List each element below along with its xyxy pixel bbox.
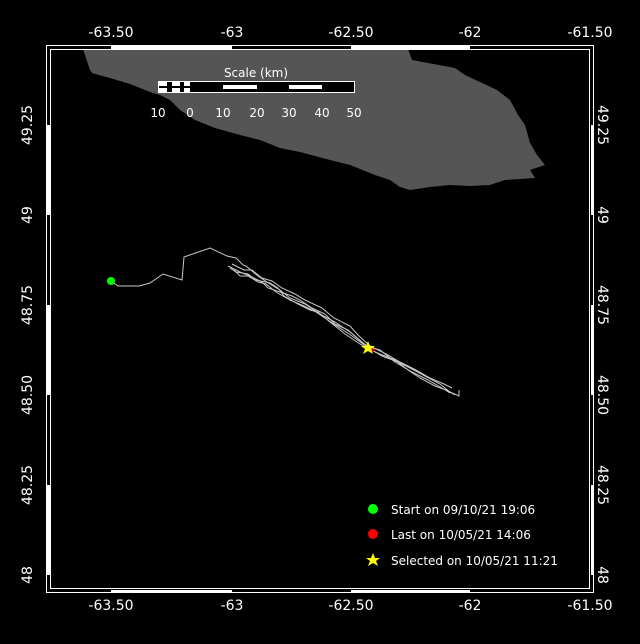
right-lat-tick-label: 48.25: [594, 465, 610, 505]
selected-star-marker: [361, 341, 375, 354]
selected-legend-star-icon: [366, 553, 380, 566]
bottom-lon-tick-label: -63: [221, 598, 244, 614]
map-frame: [46, 45, 594, 593]
track-segment: [110, 247, 369, 349]
start-marker: [107, 277, 115, 285]
top-lon-tick-label: -61.50: [567, 25, 612, 41]
legend-last-label: Last on 10/05/21 14:06: [391, 528, 531, 542]
right-lat-tick-label: 49.25: [594, 105, 610, 145]
last-legend-icon: [368, 529, 378, 539]
left-lat-tick-label: 49.25: [20, 105, 36, 145]
right-lat-tick-label: 48: [594, 566, 610, 584]
bottom-lon-tick-label: -62: [459, 598, 482, 614]
left-lat-tick-label: 48.25: [20, 465, 36, 505]
legend-selected-label: Selected on 10/05/21 11:21: [391, 554, 558, 568]
track-segment: [231, 263, 453, 389]
right-lat-tick-label: 48.50: [594, 375, 610, 415]
scale-label: 10: [215, 106, 230, 120]
legend-start-label: Start on 09/10/21 19:06: [391, 503, 535, 517]
track-segment: [233, 269, 451, 394]
scale-label: 20: [249, 106, 264, 120]
scale-label: 0: [186, 106, 194, 120]
left-lat-tick-label: 48.75: [20, 285, 36, 325]
top-lon-tick-label: -62.50: [328, 25, 373, 41]
track-segment: [227, 265, 460, 397]
legend: Start on 09/10/21 19:06 Last on 10/05/21…: [366, 503, 558, 568]
scale-label: 40: [314, 106, 329, 120]
scale-label: 50: [346, 106, 361, 120]
bottom-lon-tick-label: -61.50: [567, 598, 612, 614]
scale-label: 10: [150, 106, 165, 120]
start-legend-icon: [368, 504, 378, 514]
left-lat-tick-label: 48: [20, 566, 36, 584]
left-lat-tick-label: 49: [20, 206, 36, 224]
top-lon-tick-label: -63: [221, 25, 244, 41]
drifter-track: [110, 247, 460, 397]
right-lat-tick-label: 48.75: [594, 285, 610, 325]
scale-label: 30: [281, 106, 296, 120]
last-position-marker: [371, 348, 375, 352]
right-lat-tick-label: 49: [594, 206, 610, 224]
top-lon-tick-label: -63.50: [88, 25, 133, 41]
top-lon-tick-label: -62: [459, 25, 482, 41]
left-lat-tick-label: 48.50: [20, 375, 36, 415]
bottom-lon-tick-label: -63.50: [88, 598, 133, 614]
scale-bar: Scale (km) 10 0 10 20 30 40 50: [150, 66, 361, 120]
scale-title: Scale (km): [224, 66, 288, 80]
bottom-lon-tick-label: -62.50: [328, 598, 373, 614]
